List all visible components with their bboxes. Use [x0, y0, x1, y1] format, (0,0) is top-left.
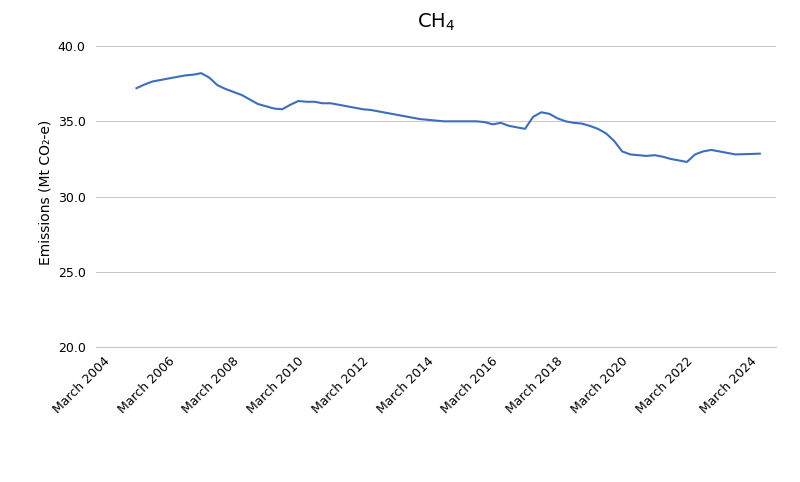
Y-axis label: Emissions (Mt CO₂-e): Emissions (Mt CO₂-e)	[38, 120, 52, 266]
Title: CH$_4$: CH$_4$	[417, 12, 455, 33]
